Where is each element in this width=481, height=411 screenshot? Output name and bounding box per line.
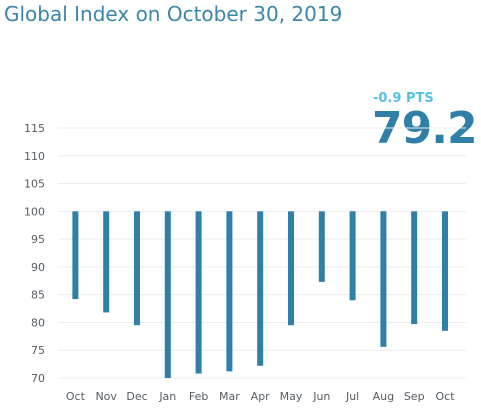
x-tick-label: Mar [219,390,240,403]
bar-may-7 [288,211,294,326]
y-axis-ticks: 70 75 80 85 90 95 100 105 110 115 [24,122,45,385]
y-tick-label: 105 [24,178,45,191]
bar-dec-2 [134,211,140,326]
x-tick-label: Dec [126,390,147,403]
bar-feb-4 [195,211,202,374]
bars [72,211,448,378]
x-tick-label: Apr [251,390,271,403]
x-tick-label: May [280,390,303,403]
bar-jul-9 [349,211,356,301]
y-tick-label: 100 [24,205,45,218]
x-tick-label: Oct [66,390,86,403]
x-tick-label: Jun [312,390,330,403]
y-tick-label: 80 [31,316,45,329]
x-tick-label: Nov [95,390,117,403]
y-tick-label: 110 [24,150,45,163]
bar-oct-0 [72,211,79,300]
bar-oct-12 [442,211,448,331]
x-axis-ticks: Oct Nov Dec Jan Feb Mar Apr May Jun Jul Aug Sep Oct [66,390,455,403]
y-tick-label: 85 [31,289,45,302]
bar-jun-8 [318,211,325,282]
x-tick-label: Jul [345,390,359,403]
y-tick-label: 90 [31,261,45,274]
bar-aug-10 [380,211,387,347]
y-tick-label: 75 [31,344,45,357]
y-tick-label: 115 [24,122,45,135]
chart-title: Global Index on October 30, 2019 [4,2,343,26]
x-tick-label: Oct [435,390,455,403]
bar-nov-1 [103,211,110,313]
bar-jan-3 [164,211,171,378]
bar-apr-6 [257,211,264,366]
x-tick-label: Sep [404,390,425,403]
y-tick-label: 95 [31,233,45,246]
bar-mar-5 [226,211,233,372]
x-tick-label: Aug [373,390,394,403]
x-tick-label: Feb [189,390,208,403]
bar-sep-11 [411,211,418,325]
y-tick-label: 70 [31,372,45,385]
change-value: -0.9 PTS [373,91,434,106]
x-tick-label: Jan [158,390,176,403]
